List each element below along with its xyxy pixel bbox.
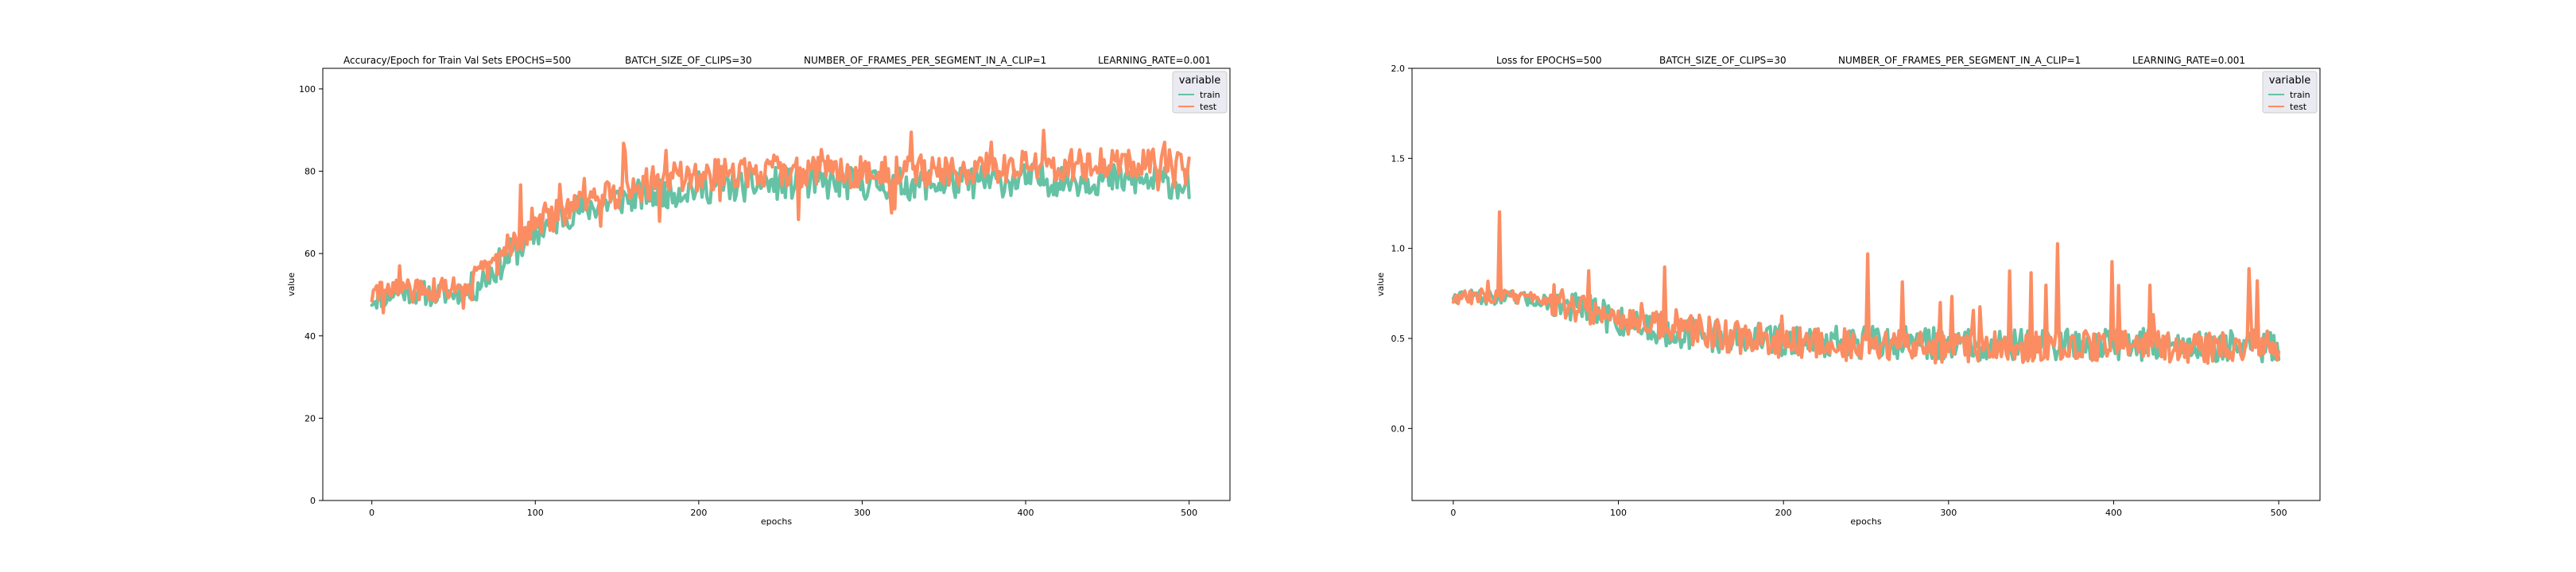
x-tick-label: 300 bbox=[1940, 508, 1957, 518]
series-line-test bbox=[1451, 210, 2281, 365]
x-tick-label: 400 bbox=[1018, 508, 1034, 518]
title-part-2: BATCH_SIZE_OF_CLIPS=30 bbox=[1659, 55, 1787, 66]
x-tick-label: 200 bbox=[690, 508, 707, 518]
title-part-1: Accuracy/Epoch for Train Val Sets EPOCHS… bbox=[343, 55, 571, 66]
legend-box bbox=[1172, 71, 1228, 114]
y-tick-label: 1.5 bbox=[1391, 153, 1406, 164]
loss-x-axis-label: epochs bbox=[1850, 516, 1881, 527]
x-tick-label: 500 bbox=[1181, 508, 1197, 518]
title-part-3: NUMBER_OF_FRAMES_PER_SEGMENT_IN_A_CLIP=1 bbox=[804, 55, 1046, 66]
y-tick-label: 1.0 bbox=[1391, 244, 1406, 254]
x-tick-label: 100 bbox=[1610, 508, 1627, 518]
legend-title: variable bbox=[2269, 75, 2310, 87]
accuracy-chart: Accuracy/Epoch for Train Val Sets EPOCHS… bbox=[286, 55, 1231, 527]
title-part-1: Loss for EPOCHS=500 bbox=[1496, 55, 1602, 66]
loss-legend: variable train test bbox=[2262, 71, 2318, 114]
title-part-4: LEARNING_RATE=0.001 bbox=[2132, 55, 2245, 66]
x-tick-label: 100 bbox=[527, 508, 544, 518]
accuracy-chart-title: Accuracy/Epoch for Train Val Sets EPOCHS… bbox=[343, 55, 1211, 66]
accuracy-y-axis-label: value bbox=[286, 272, 297, 296]
title-part-2: BATCH_SIZE_OF_CLIPS=30 bbox=[625, 55, 752, 66]
legend-title: variable bbox=[1179, 75, 1220, 87]
x-tick-label: 500 bbox=[2271, 508, 2287, 518]
accuracy-plot-area bbox=[322, 68, 1231, 501]
x-tick-label: 300 bbox=[854, 508, 871, 518]
loss-chart: Loss for EPOCHS=500 BATCH_SIZE_OF_CLIPS=… bbox=[1375, 55, 2321, 527]
legend-label-test: test bbox=[2290, 102, 2307, 112]
x-tick-label: 400 bbox=[2105, 508, 2122, 518]
legend-box bbox=[2262, 71, 2318, 114]
y-tick-label: 20 bbox=[305, 413, 316, 423]
title-part-3: NUMBER_OF_FRAMES_PER_SEGMENT_IN_A_CLIP=1 bbox=[1838, 55, 2081, 66]
y-tick-label: 0 bbox=[310, 496, 316, 506]
y-tick-label: 40 bbox=[305, 331, 316, 342]
accuracy-x-axis-label: epochs bbox=[761, 516, 792, 527]
y-tick-label: 100 bbox=[299, 84, 316, 95]
legend-label-train: train bbox=[2290, 90, 2310, 100]
accuracy-legend: variable train test bbox=[1172, 71, 1228, 114]
y-tick-label: 60 bbox=[305, 249, 316, 259]
y-tick-label: 80 bbox=[305, 167, 316, 177]
legend-label-train: train bbox=[1200, 90, 1220, 100]
loss-y-axis-label: value bbox=[1375, 272, 1386, 296]
y-tick-label: 0.5 bbox=[1391, 334, 1406, 344]
series-line-test bbox=[370, 129, 1191, 315]
x-tick-label: 0 bbox=[1450, 508, 1456, 518]
legend-label-test: test bbox=[1200, 102, 1217, 112]
x-tick-label: 200 bbox=[1775, 508, 1792, 518]
loss-plot-area bbox=[1411, 68, 2321, 501]
x-tick-label: 0 bbox=[369, 508, 374, 518]
y-tick-label: 2.0 bbox=[1391, 64, 1406, 74]
title-part-4: LEARNING_RATE=0.001 bbox=[1098, 55, 1211, 66]
y-tick-label: 0.0 bbox=[1391, 423, 1406, 434]
loss-chart-title: Loss for EPOCHS=500 BATCH_SIZE_OF_CLIPS=… bbox=[1496, 55, 2245, 66]
